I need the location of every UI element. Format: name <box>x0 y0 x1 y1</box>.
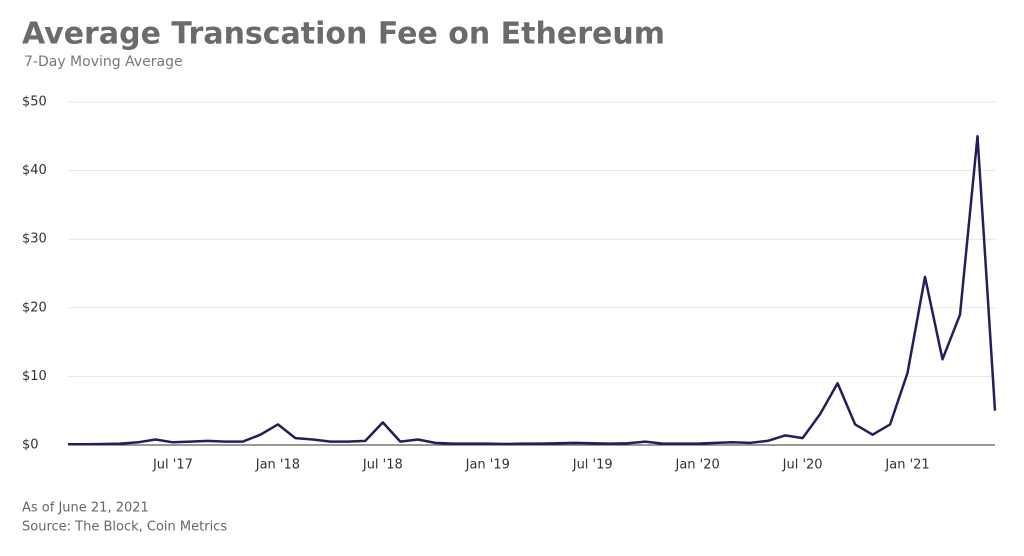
x-tick-label: Jul '17 <box>152 458 193 473</box>
chart-title: Average Transcation Fee on Ethereum <box>22 17 665 52</box>
x-tick-label: Jan '19 <box>465 458 510 473</box>
note: Source: The Block, Coin Metrics <box>22 520 227 535</box>
y-tick-label: $50 <box>22 95 47 110</box>
x-tick-label: Jan '20 <box>675 458 720 473</box>
y-tick-label: $10 <box>22 369 47 384</box>
x-tick-label: Jan '18 <box>255 458 300 473</box>
x-tick-label: Jul '18 <box>362 458 403 473</box>
y-tick-label: $20 <box>22 300 47 315</box>
x-tick-label: Jul '19 <box>572 458 613 473</box>
y-tick-label: $30 <box>22 232 47 247</box>
y-tick-label: $0 <box>22 438 39 453</box>
note: As of June 21, 2021 <box>22 501 149 516</box>
x-tick-label: Jul '20 <box>782 458 823 473</box>
data-line <box>68 135 997 446</box>
x-tick-label: Jan '21 <box>884 458 929 473</box>
y-tick-label: $40 <box>22 163 47 178</box>
chart-subtitle: 7-Day Moving Average <box>24 54 183 70</box>
